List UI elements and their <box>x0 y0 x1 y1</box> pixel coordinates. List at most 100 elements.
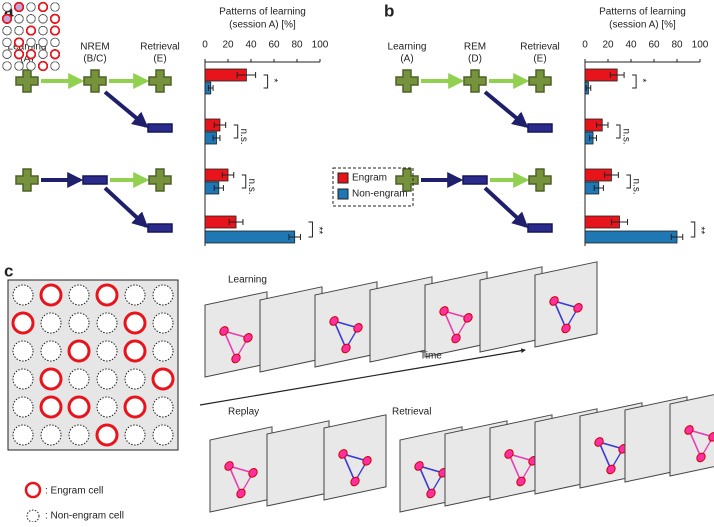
non-engram-icon <box>82 175 108 185</box>
cell <box>38 14 48 24</box>
chart-title: Patterns of learning <box>219 7 306 18</box>
cell <box>50 37 60 47</box>
cell <box>50 2 60 12</box>
network-slide <box>204 291 268 378</box>
cell <box>26 37 36 47</box>
active-cell <box>350 476 360 487</box>
assembly-link <box>507 452 535 484</box>
non-engram-cell <box>152 424 174 446</box>
significance-label: ** <box>695 227 706 235</box>
error-bar <box>610 219 629 225</box>
cell <box>26 2 36 12</box>
engram-cell <box>39 395 63 419</box>
legend-label: Engram <box>352 173 387 184</box>
engram-cell <box>11 311 35 335</box>
significance-label: * <box>636 79 647 83</box>
active-cell <box>219 326 229 336</box>
active-cell <box>426 488 436 499</box>
error-bar <box>213 122 227 128</box>
error-bar <box>228 219 244 225</box>
engram-cell <box>67 395 91 419</box>
active-cell <box>516 476 526 487</box>
stage-label: (D) <box>468 54 482 65</box>
engram-cell <box>95 283 119 307</box>
x-tick-label: 40 <box>625 40 637 51</box>
active-cell <box>439 306 449 316</box>
cell-grid-box <box>7 279 179 451</box>
x-tick-label: 0 <box>582 40 588 51</box>
non-engram-icon <box>527 223 553 233</box>
active-cell <box>463 313 473 323</box>
significance-label: n.s. <box>631 179 642 195</box>
non-engram-cell <box>68 284 90 306</box>
cell <box>14 26 24 36</box>
engram-cell <box>39 367 63 391</box>
arrow <box>103 186 149 229</box>
assembly-link <box>341 452 369 484</box>
x-tick-label: 40 <box>245 40 257 51</box>
active-cell <box>329 316 339 326</box>
engram-cell <box>151 367 175 391</box>
error-bar <box>207 85 214 91</box>
network-slide <box>424 271 488 358</box>
cell <box>2 2 12 12</box>
section-label: Replay <box>228 407 259 418</box>
x-tick-label: 60 <box>268 40 280 51</box>
stage-label: Learning <box>8 42 47 53</box>
slide-frame <box>266 420 330 507</box>
network-slide <box>669 390 714 477</box>
cell <box>2 13 12 24</box>
significance-label: n.s. <box>620 129 631 145</box>
arrow <box>483 90 529 129</box>
active-cell <box>561 323 571 334</box>
significance-label: * <box>268 79 279 83</box>
error-bar <box>670 234 684 240</box>
x-tick-label: 20 <box>602 40 614 51</box>
cell <box>2 37 12 47</box>
active-cell <box>549 296 559 306</box>
cell <box>2 49 12 59</box>
engram-icon <box>15 69 39 93</box>
stage-label: Retrieval <box>140 42 179 53</box>
slide-frame <box>479 266 543 353</box>
legend-label: : Non-engram cell <box>45 511 124 522</box>
active-cell <box>451 333 461 344</box>
network-slide <box>266 420 330 507</box>
legend-label: Non-engram <box>352 189 408 200</box>
legend-swatch <box>337 172 349 184</box>
non-engram-cell <box>12 396 34 418</box>
slide-frame <box>669 390 714 477</box>
error-bar <box>589 135 597 141</box>
cell <box>26 49 36 60</box>
cell <box>14 61 24 71</box>
network-slide <box>259 286 323 373</box>
error-bar <box>585 85 592 91</box>
network-slide <box>323 414 387 501</box>
engram-cell <box>123 395 147 419</box>
chart-title: (session A) [%] <box>229 20 296 31</box>
significance-bracket <box>308 221 313 238</box>
engram-icon <box>148 69 172 93</box>
non-engram-cell <box>96 368 118 390</box>
stage-label: Learning <box>388 42 427 53</box>
non-engram-cell <box>96 340 118 362</box>
active-cell <box>414 461 424 471</box>
non-engram-cell <box>96 396 118 418</box>
network-slide <box>209 426 273 513</box>
non-engram-cell <box>12 340 34 362</box>
cell <box>50 13 60 24</box>
slide-frame <box>369 276 433 363</box>
non-engram-cell <box>40 312 62 334</box>
engram-icon <box>148 168 172 192</box>
significance-bracket <box>616 124 621 139</box>
engram-cell <box>39 283 63 307</box>
stage-label: Retrieval <box>520 42 559 53</box>
section-label: Retrieval <box>392 407 431 418</box>
cell <box>14 2 24 12</box>
non-engram-icon <box>147 123 173 133</box>
section-label: Time <box>420 351 442 362</box>
active-cell <box>606 464 616 475</box>
significance-bracket <box>690 221 696 238</box>
significance-bracket <box>233 124 239 139</box>
engram-icon <box>395 168 419 192</box>
